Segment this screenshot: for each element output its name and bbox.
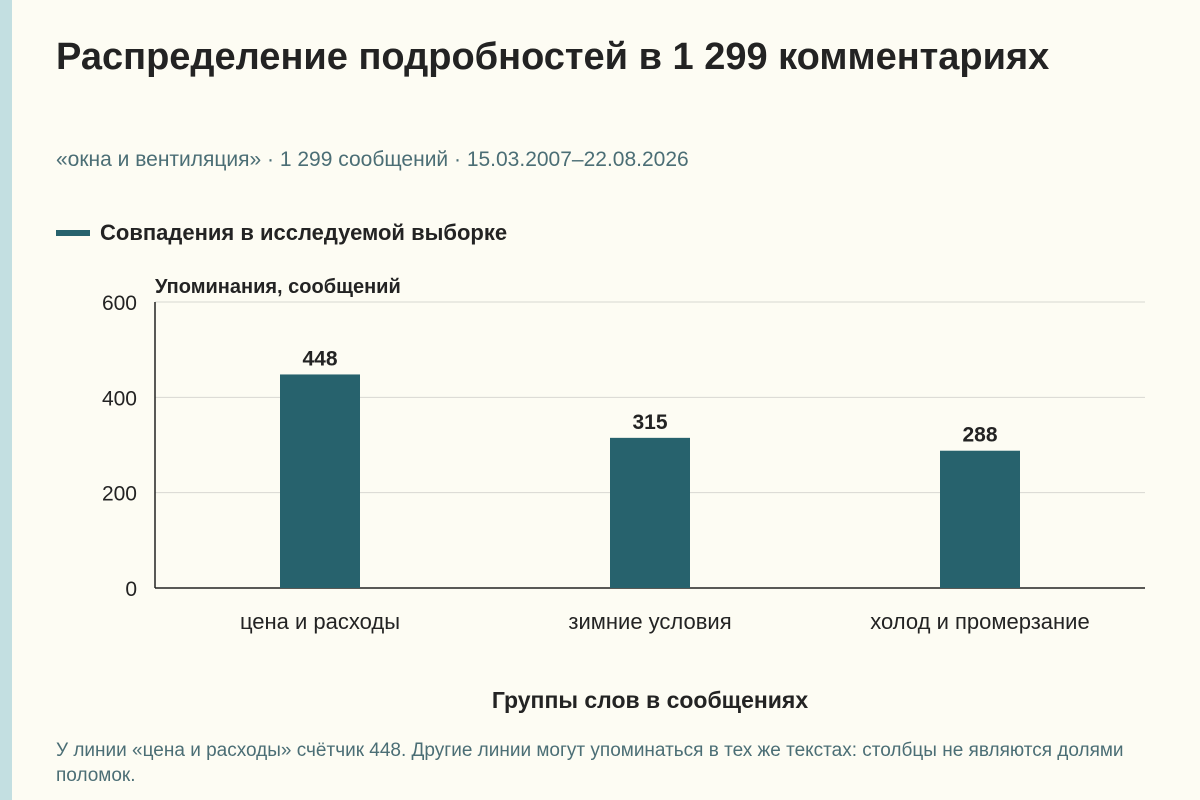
x-tick-label: холод и промерзание xyxy=(870,609,1089,634)
x-tick-label: зимние условия xyxy=(568,609,731,634)
chart-subtitle: «окна и вентиляция» · 1 299 сообщений · … xyxy=(56,148,689,171)
legend-label: Совпадения в исследуемой выборке xyxy=(100,220,508,245)
y-tick-label: 200 xyxy=(102,483,137,506)
bar xyxy=(940,450,1020,588)
bar-value-label: 288 xyxy=(962,424,997,447)
legend-swatch xyxy=(56,230,90,236)
y-tick-label: 600 xyxy=(102,292,137,315)
x-tick-label: цена и расходы xyxy=(240,609,400,634)
y-tick-label: 400 xyxy=(102,387,137,410)
chart-title: Распределение подробностей в 1 299 комме… xyxy=(56,36,1050,78)
x-axis-label: Группы слов в сообщениях xyxy=(492,687,808,713)
bar-value-label: 448 xyxy=(302,347,337,370)
y-tick-label: 0 xyxy=(125,578,137,601)
chart-legend: Совпадения в исследуемой выборке xyxy=(56,219,507,247)
chart-footnote: У линии «цена и расходы» счётчик 448. Др… xyxy=(56,740,1124,786)
bar xyxy=(280,374,360,588)
bar xyxy=(610,437,690,588)
side-accent-stripe xyxy=(0,0,12,800)
bars xyxy=(280,374,1020,588)
bar-value-label: 315 xyxy=(632,411,667,434)
y-axis-label: Упоминания, сообщений xyxy=(155,276,401,298)
bar-chart: 0 200 400 600 Упоминания, сообщений 448 цена и… xyxy=(102,276,1145,713)
labels: 0 200 400 600 Упоминания, сообщений 448 цена и… xyxy=(102,276,1090,713)
